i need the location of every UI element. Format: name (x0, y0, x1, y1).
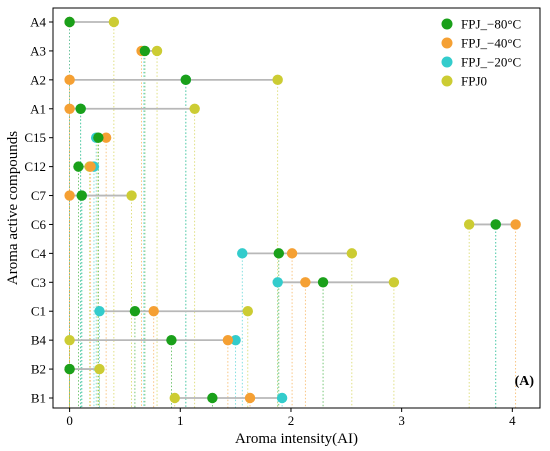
data-point (166, 334, 177, 346)
data-point (76, 190, 87, 201)
data-point (108, 16, 120, 28)
plot-frame (52, 7, 541, 409)
data-point (94, 306, 105, 317)
x-tick-label: 0 (66, 413, 73, 428)
data-point (148, 306, 159, 317)
x-axis-title: Aroma intensity(AI) (235, 431, 358, 447)
data-point (388, 277, 400, 288)
y-tick-label: C3 (31, 275, 46, 290)
y-tick-label: A2 (30, 72, 46, 87)
y-axis-title: Aroma active compounds (5, 131, 21, 285)
data-point (94, 363, 105, 375)
data-point (242, 306, 253, 317)
y-axis: A4 A3 A2 A1 C15 C12 C7 C6 C4 C3 C1 B4 B2 B1 (24, 15, 53, 406)
legend: FPJ_−80°C FPJ_−40°C FPJ_−20°C FPJ0 (441, 17, 521, 89)
data-point (317, 277, 329, 288)
data-point (180, 74, 192, 86)
legend-entry: FPJ_−20°C (461, 55, 521, 70)
data-point (510, 219, 521, 230)
data-point (272, 277, 283, 288)
y-tick-label: B4 (31, 333, 47, 348)
panel-label: (A) (515, 374, 535, 389)
data-point (272, 74, 283, 86)
x-tick-label: 3 (398, 413, 405, 428)
y-tick-label: B1 (31, 391, 46, 406)
legend-marker (441, 56, 453, 68)
data-point (100, 132, 112, 143)
data-point (273, 248, 284, 259)
legend-entry: FPJ_−80°C (461, 17, 521, 32)
legend-marker (441, 18, 453, 30)
y-tick-label: C4 (31, 246, 47, 261)
data-point (490, 219, 501, 230)
data-point (286, 248, 298, 259)
y-tick-label: C1 (31, 304, 46, 319)
x-tick-label: 2 (288, 413, 295, 428)
data-point (139, 45, 151, 57)
data-point (73, 161, 84, 172)
data-points (64, 16, 521, 404)
data-point (64, 103, 75, 114)
data-point (463, 219, 475, 230)
y-tick-label: A4 (30, 15, 46, 30)
x-axis: 0 1 2 3 4 (66, 408, 516, 428)
data-point (222, 334, 234, 346)
data-point (244, 392, 256, 404)
data-point (237, 248, 248, 259)
x-tick-label: 4 (509, 413, 516, 428)
data-point (129, 306, 141, 317)
y-tick-label: A3 (30, 43, 46, 58)
data-point (300, 277, 311, 288)
y-tick-label: A1 (30, 101, 46, 116)
legend-marker (441, 37, 453, 49)
y-tick-label: C15 (24, 130, 46, 145)
y-tick-label: C12 (24, 159, 46, 174)
x-tick-label: 1 (177, 413, 184, 428)
data-point (93, 132, 104, 143)
data-point (169, 392, 180, 404)
data-point (276, 392, 288, 404)
guide-lines (69, 22, 517, 408)
data-point (64, 16, 75, 28)
y-tick-label: C7 (31, 188, 47, 203)
data-point (189, 103, 200, 114)
legend-entry: FPJ_−40°C (461, 36, 521, 51)
data-point (207, 392, 218, 404)
data-point (64, 74, 75, 86)
data-point (346, 248, 358, 259)
data-point (64, 363, 75, 375)
data-point (64, 190, 75, 201)
data-point (230, 334, 241, 346)
data-point (64, 334, 75, 346)
data-point (85, 161, 96, 172)
data-point (75, 103, 86, 114)
legend-marker (441, 75, 453, 87)
y-tick-label: C6 (31, 217, 47, 232)
y-tick-label: B2 (31, 362, 46, 377)
legend-entry: FPJ0 (461, 74, 487, 89)
data-point (126, 190, 137, 201)
data-point (151, 45, 163, 57)
